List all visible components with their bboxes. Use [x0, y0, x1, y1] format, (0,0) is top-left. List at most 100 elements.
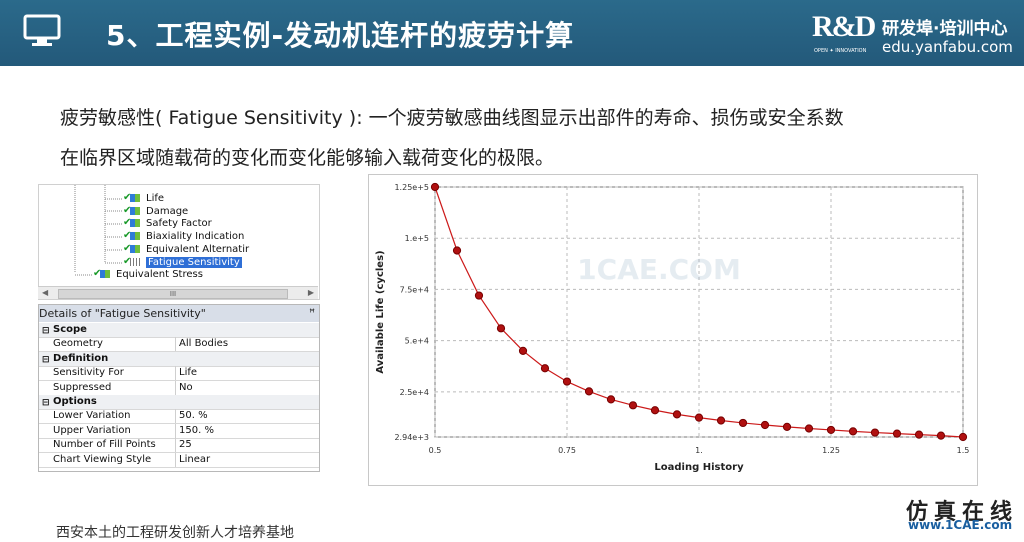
y-tick-label: 7.5e+4: [400, 285, 429, 294]
description-line-2: 在临界区域随载荷的变化而变化能够输入载荷变化的极限。: [60, 147, 555, 169]
data-point: [760, 420, 770, 430]
property-value[interactable]: 50. %: [179, 410, 208, 422]
data-point: [914, 430, 924, 439]
logo-cn: 研发埠·培训中心: [882, 19, 1008, 39]
result-icon: ✔: [123, 206, 143, 216]
tree-item-biaxiality-indication[interactable]: ✔ Biaxiality Indication: [123, 230, 245, 243]
section-label: Definition: [53, 352, 109, 364]
plot-area: [434, 186, 964, 438]
tree-item-safety-factor[interactable]: ✔ Safety Factor: [123, 217, 212, 230]
tree-item-life[interactable]: ✔ Life: [123, 192, 165, 205]
x-tick-label: 1.: [695, 446, 703, 455]
logo-url: edu.yanfabu.com: [882, 38, 1013, 56]
header-bar: 5、工程实例-发动机连杆的疲劳计算 R&D 研发埠·培训中心 edu.yanfa…: [0, 0, 1024, 66]
data-point: [870, 428, 880, 437]
tree-item-equivalent-stress[interactable]: ✔ Equivalent Stress: [93, 268, 203, 281]
result-icon: ✔: [123, 218, 143, 228]
details-panel: Details of "Fatigue Sensitivity" ꟸ ⊟ Scop…: [38, 304, 320, 472]
pin-icon[interactable]: ꟸ: [309, 308, 315, 319]
column-divider: [175, 423, 176, 438]
property-name: Lower Variation: [53, 410, 131, 422]
details-section[interactable]: ⊟ Definition: [39, 351, 319, 367]
details-property-row[interactable]: Geometry All Bodies: [39, 337, 319, 353]
y-axis-label: Available Life (cycles): [375, 250, 386, 373]
details-title: Details of "Fatigue Sensitivity": [39, 307, 206, 320]
details-property-row[interactable]: Number of Fill Points 25: [39, 438, 319, 454]
watermark-text: 1CAE.COM: [577, 253, 741, 286]
description-text: 疲劳敏感性( Fatigue Sensitivity ): 一个疲劳敏感曲线图显…: [60, 98, 980, 178]
description-line-1: 疲劳敏感性( Fatigue Sensitivity ): 一个疲劳敏感曲线图显…: [60, 107, 844, 129]
x-tick-label: 1.5: [957, 446, 970, 455]
details-property-row[interactable]: Suppressed No: [39, 380, 319, 396]
property-value[interactable]: No: [179, 381, 193, 393]
data-point: [804, 424, 814, 433]
property-name: Geometry: [53, 338, 103, 350]
data-point: [716, 416, 726, 425]
x-axis-label: Loading History: [654, 462, 744, 473]
y-tick-label: 2.94e+3: [394, 433, 429, 442]
y-tick-label: 2.5e+4: [400, 388, 429, 397]
property-value[interactable]: All Bodies: [179, 338, 229, 350]
scroll-thumb[interactable]: III: [58, 289, 288, 299]
details-section[interactable]: ⊟ Options: [39, 395, 319, 410]
column-divider: [175, 337, 176, 352]
x-tick-label: 0.5: [429, 446, 442, 455]
details-header: Details of "Fatigue Sensitivity" ꟸ: [39, 305, 319, 322]
data-point: [562, 377, 572, 386]
tree-lines: [74, 185, 123, 276]
details-section[interactable]: ⊟ Scope: [39, 323, 319, 338]
property-name: Number of Fill Points: [53, 439, 156, 451]
footer: 西安本土的工程研发创新人才培养基地: [0, 520, 1024, 541]
data-point: [474, 291, 484, 300]
property-value[interactable]: 25: [179, 439, 192, 451]
data-point: [782, 422, 792, 431]
result-icon: ✔: [123, 231, 143, 241]
tree-item-equivalent-alternating[interactable]: ✔ Equivalent Alternatir: [123, 243, 250, 256]
column-divider: [175, 409, 176, 424]
data-point: [738, 418, 748, 428]
scroll-left-icon[interactable]: ◀: [42, 288, 49, 297]
horizontal-scrollbar[interactable]: ◀ III ▶: [38, 286, 318, 299]
outline-tree: ✔ Life ✔ Damage ✔ Safety Factor ✔ Biaxiality…: [38, 184, 320, 300]
collapse-icon[interactable]: ⊟: [42, 354, 50, 365]
result-icon: ✔: [123, 244, 143, 254]
tree-item-fatigue-sensitivity[interactable]: ✔ Fatigue Sensitivity: [123, 256, 242, 268]
column-divider: [175, 438, 176, 453]
section-label: Scope: [53, 324, 87, 335]
property-value[interactable]: Linear: [179, 453, 211, 465]
result-icon: ✔: [123, 193, 143, 203]
property-value[interactable]: 150. %: [179, 424, 214, 436]
property-name: Suppressed: [53, 381, 112, 393]
details-property-row[interactable]: Chart Viewing Style Linear: [39, 452, 319, 468]
scroll-right-icon[interactable]: ▶: [307, 288, 314, 297]
footer-brand-url: www.1CAE.com: [908, 518, 1013, 532]
monitor-icon: [23, 14, 61, 46]
section-label: Options: [53, 396, 97, 407]
data-point: [958, 432, 968, 442]
property-name: Upper Variation: [53, 424, 131, 436]
data-point: [826, 425, 836, 435]
collapse-icon[interactable]: ⊟: [42, 326, 50, 336]
slide-title: 5、工程实例-发动机连杆的疲劳计算: [106, 19, 575, 52]
collapse-icon[interactable]: ⊟: [42, 398, 50, 408]
data-point: [936, 431, 946, 440]
column-divider: [175, 366, 176, 381]
x-tick-label: 0.75: [558, 446, 576, 455]
details-property-row[interactable]: Lower Variation 50. %: [39, 409, 319, 425]
details-property-row[interactable]: Sensitivity For Life: [39, 366, 319, 382]
data-point: [606, 395, 616, 404]
details-property-row[interactable]: Upper Variation 150. %: [39, 423, 319, 439]
tree-item-damage[interactable]: ✔ Damage: [123, 205, 189, 218]
footer-text: 西安本土的工程研发创新人才培养基地: [56, 525, 294, 541]
data-point: [628, 401, 638, 410]
property-name: Sensitivity For: [53, 367, 124, 379]
y-tick-label: 1.25e+5: [394, 183, 429, 192]
result-icon: ✔: [93, 269, 113, 279]
data-point: [430, 182, 440, 192]
fatigue-sensitivity-chart: 2.94e+3 2.5e+4 5.e+4 7.5e+4 1.e+5 1.25e+5 0.5 0…: [368, 174, 978, 486]
data-point: [848, 427, 858, 436]
data-point: [540, 364, 550, 373]
property-value[interactable]: Life: [179, 367, 198, 379]
data-point: [892, 429, 902, 438]
property-name: Chart Viewing Style: [53, 453, 152, 465]
